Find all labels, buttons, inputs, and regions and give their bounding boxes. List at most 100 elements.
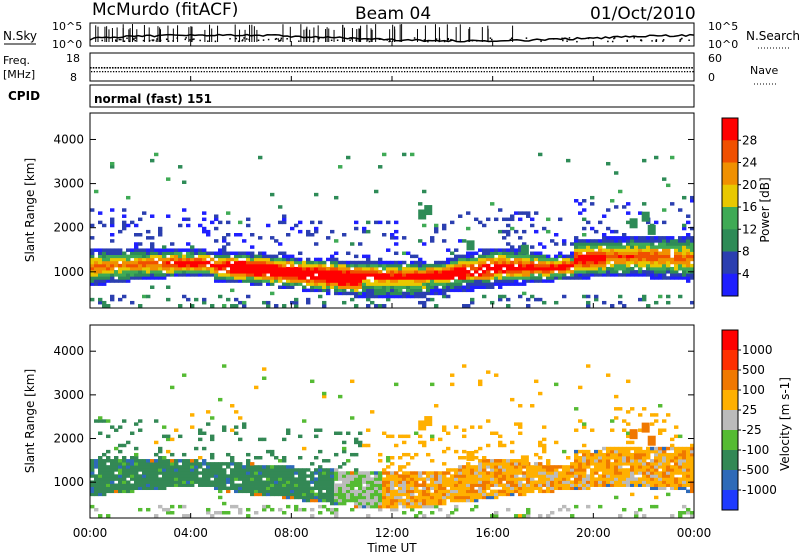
echo-cell [126, 266, 131, 271]
echo-cell [414, 294, 419, 299]
echo-cell [514, 251, 519, 256]
colorbar-segment [722, 410, 738, 431]
echo-cell [574, 486, 579, 491]
echo-cell [490, 492, 495, 497]
echo-cell [210, 304, 215, 308]
echo-cell [490, 282, 495, 286]
echo-cell [546, 465, 551, 469]
echo-cell [518, 492, 523, 497]
echo-cell [366, 254, 371, 259]
echo-cell [502, 492, 507, 497]
echo-cell [246, 257, 251, 262]
echo-cell [434, 229, 439, 234]
echo-cell [230, 456, 235, 460]
echo-cell [406, 483, 411, 487]
echo-cell [678, 468, 683, 472]
echo-cell [594, 297, 599, 302]
echo-cell [378, 270, 383, 274]
echo-cell [294, 257, 299, 262]
echo-cell [434, 492, 439, 497]
echo-cell [578, 263, 583, 268]
echo-cell [598, 480, 603, 484]
echo-cell [126, 471, 131, 475]
echo-cell [190, 266, 195, 271]
nave-point [469, 71, 472, 73]
echo-cell [158, 449, 163, 454]
echo-cell [618, 452, 623, 457]
echo-cell [302, 507, 307, 512]
echo-cell [630, 251, 635, 256]
echo-cell [526, 270, 531, 274]
freq-point [317, 67, 320, 69]
nave-point [214, 71, 216, 73]
echo-cell [638, 297, 643, 302]
echo-cell [262, 480, 267, 484]
freq-point [644, 67, 647, 69]
echo-cell [490, 459, 495, 463]
echo-cell [546, 257, 551, 262]
echo-cell [466, 489, 471, 494]
echo-cell [418, 273, 423, 277]
echo-cell [442, 266, 447, 271]
echo-cell [206, 260, 211, 265]
echo-cell [598, 239, 603, 243]
echo-cell [586, 251, 591, 256]
echo-cell [258, 471, 263, 475]
echo-cell [370, 260, 375, 265]
echo-cell [622, 474, 627, 478]
echo-cell [266, 300, 271, 305]
echo-cell [630, 273, 635, 277]
echo-cell [418, 282, 423, 286]
echo-cell [198, 260, 203, 265]
echo-cell [418, 474, 423, 478]
echo-cell [650, 459, 655, 463]
echo-cell [370, 477, 375, 481]
echo-cell [494, 257, 499, 262]
echo-cell [410, 266, 415, 271]
echo-cell [650, 266, 655, 271]
freq-point [232, 67, 235, 69]
echo-cell [454, 248, 459, 252]
echo-cell [438, 471, 443, 475]
echo-cell [166, 285, 171, 289]
nave-point [236, 71, 238, 73]
echo-cell [418, 239, 423, 243]
echo-cell [390, 263, 395, 268]
echo-cell [414, 276, 419, 280]
echo-cell [646, 257, 651, 262]
echo-cell [414, 514, 419, 518]
echo-cell [390, 498, 395, 503]
echo-cell [450, 486, 455, 491]
echo-cell [302, 492, 307, 497]
echo-cell [298, 456, 303, 460]
echo-cell [134, 471, 139, 475]
echo-cell [138, 480, 143, 484]
nave-point [222, 71, 225, 73]
echo-cell [270, 270, 275, 274]
echo-cell [430, 437, 435, 442]
echo-cell [690, 514, 695, 518]
echo-cell [314, 468, 319, 472]
echo-cell [398, 498, 403, 503]
freq-point [177, 67, 180, 69]
echo-cell [178, 480, 183, 484]
echo-cell [482, 282, 487, 286]
echo-cell [338, 273, 343, 277]
echo-cell [450, 468, 455, 472]
nsearch-point [176, 37, 178, 39]
echo-cell [554, 382, 559, 387]
echo-cell [402, 434, 407, 439]
echo-cell [426, 263, 431, 268]
echo-cell [510, 459, 515, 463]
echo-cell [290, 276, 295, 280]
echo-cell [558, 270, 563, 274]
echo-cell [378, 165, 383, 169]
echo-cell [182, 471, 187, 475]
echo-cell [478, 468, 483, 472]
echo-cell [138, 483, 143, 487]
echo-cell [286, 477, 291, 481]
echo-cell [194, 474, 199, 478]
echo-cell [102, 492, 107, 497]
echo-cell [402, 291, 407, 296]
echo-cell [266, 304, 271, 308]
